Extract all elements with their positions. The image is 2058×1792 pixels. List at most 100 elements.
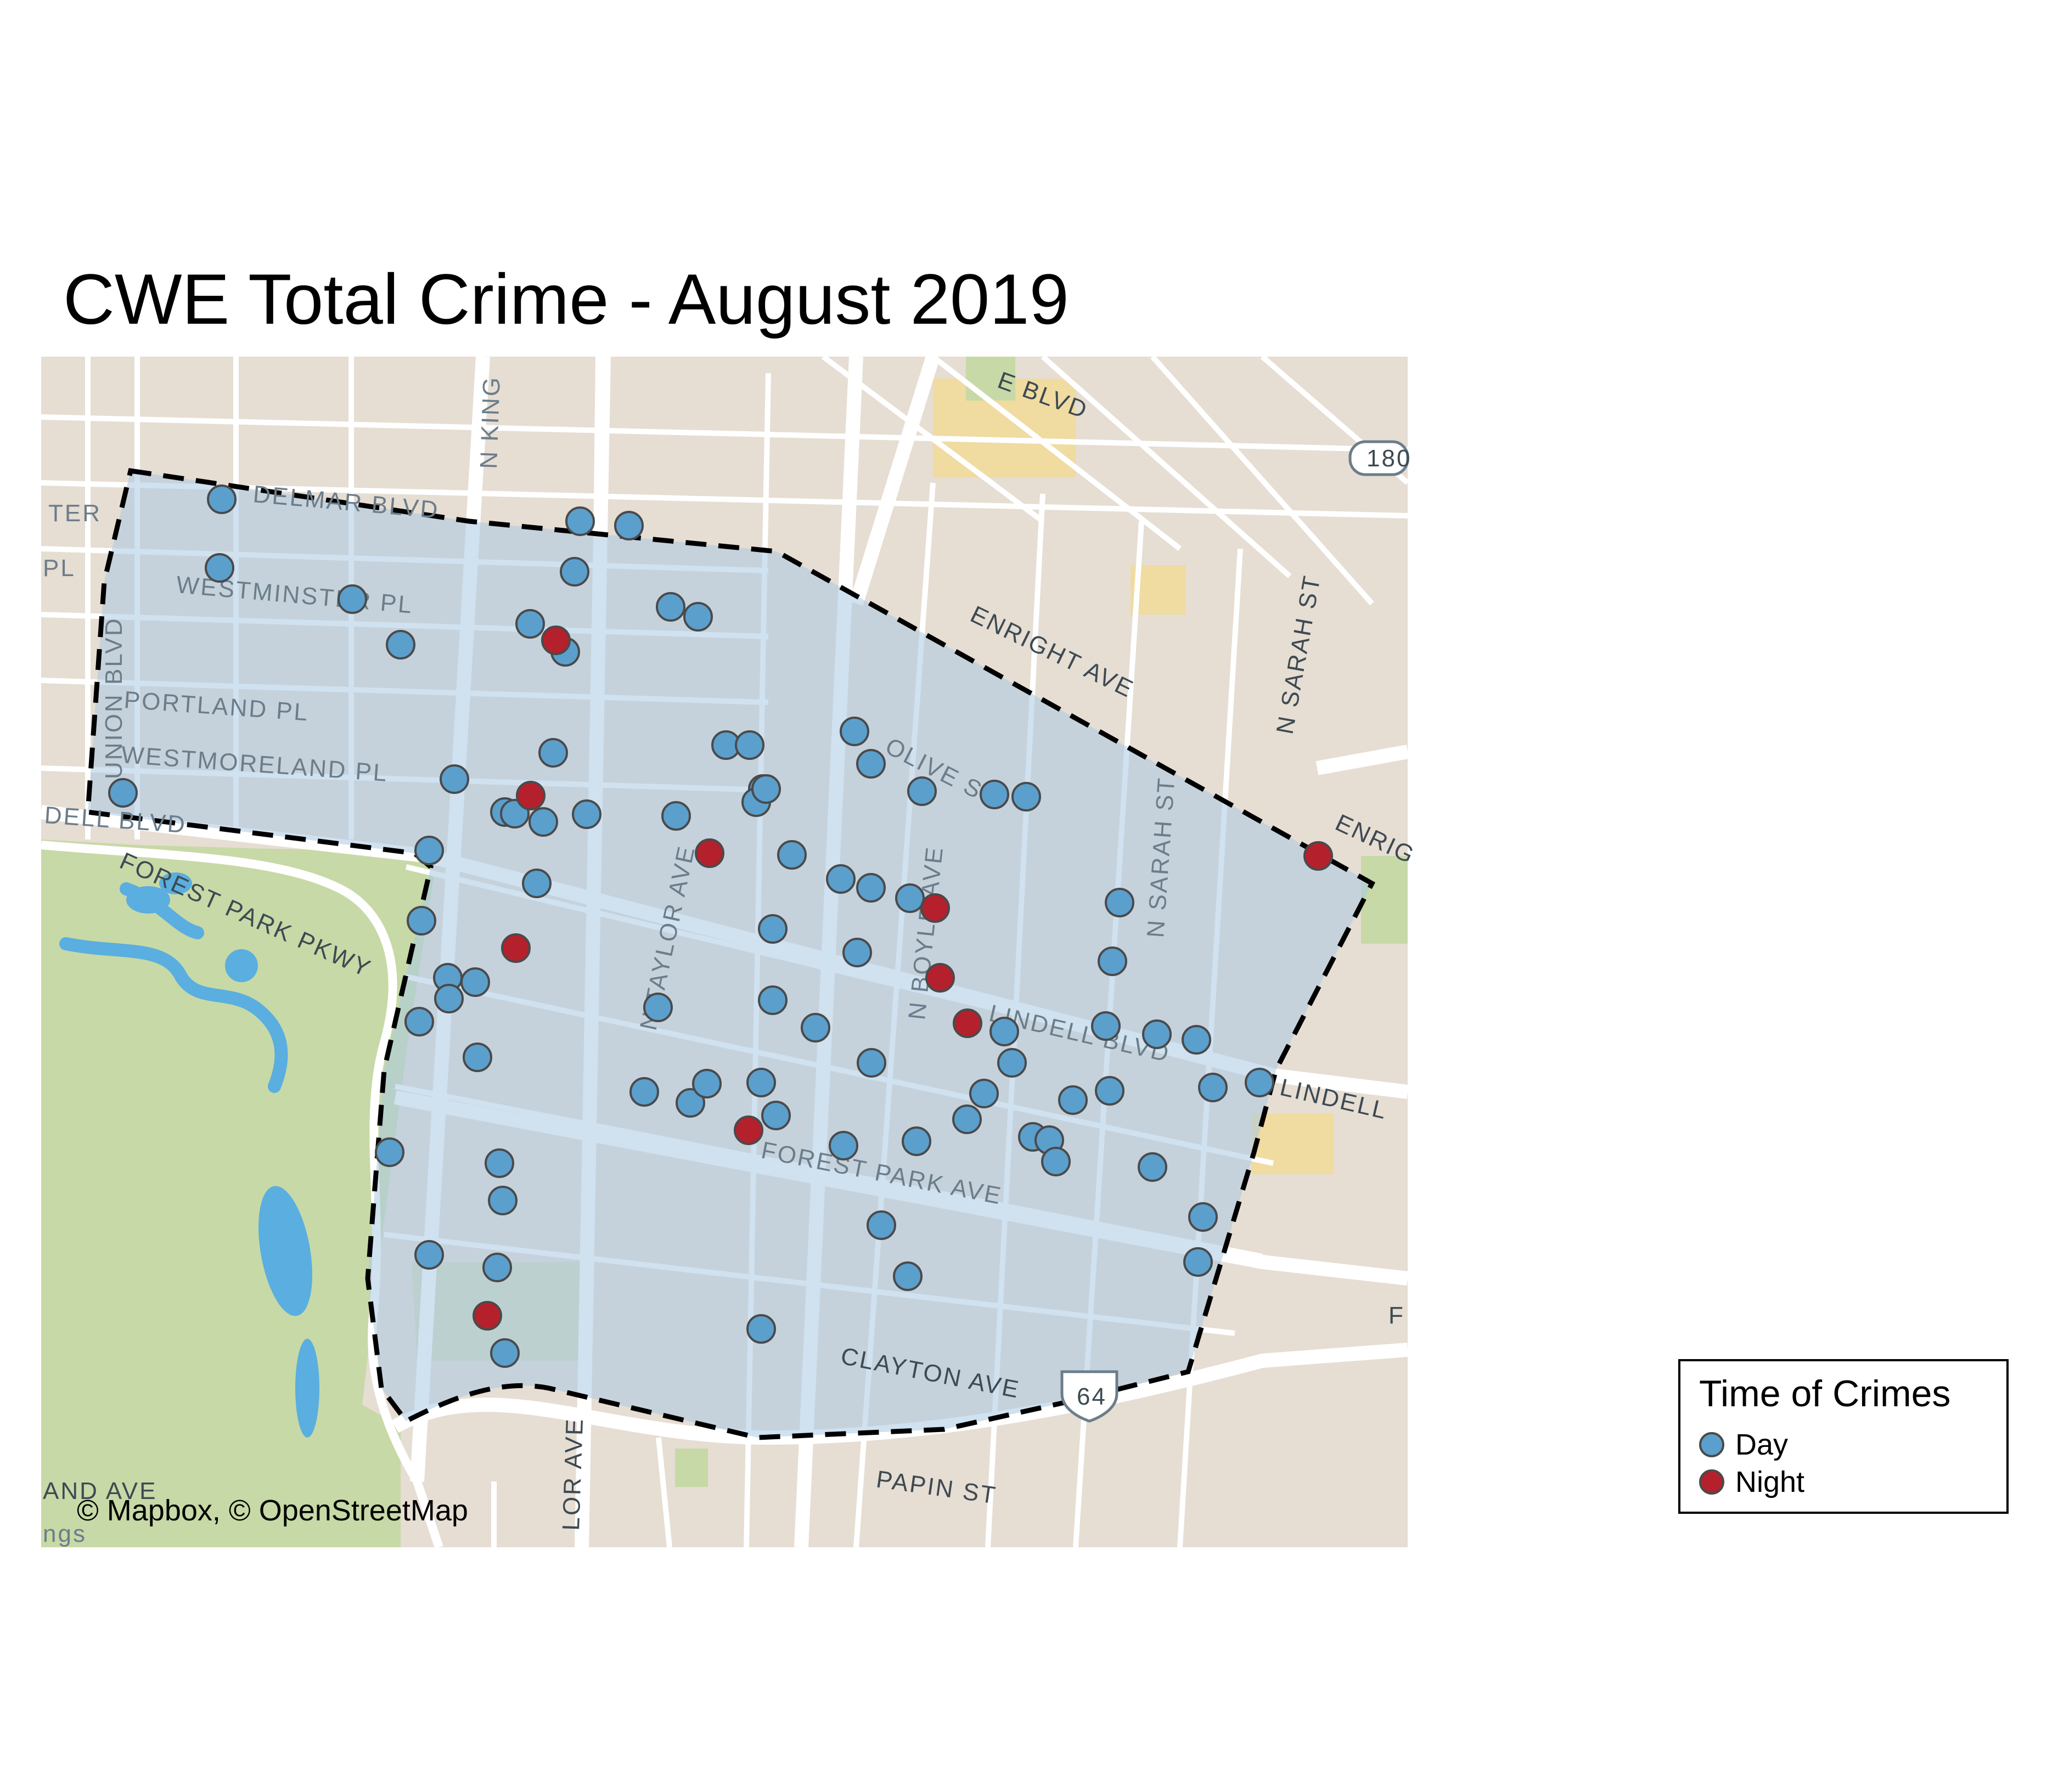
day-crime-marker (826, 864, 856, 894)
day-crime-marker (1058, 1085, 1088, 1115)
day-crime-marker (482, 1253, 512, 1282)
crime-markers (108, 484, 1333, 1368)
day-crime-marker (414, 1240, 444, 1270)
day-crime-marker (676, 1088, 705, 1118)
basemap (41, 357, 1408, 1547)
day-crime-marker (902, 1126, 931, 1156)
park-block (966, 357, 1015, 401)
day-crime-marker (643, 993, 673, 1022)
day-crime-marker (1138, 1152, 1167, 1182)
day-crime-marker (751, 774, 781, 804)
day-crime-marker (490, 1338, 520, 1368)
legend-item-night: Night (1699, 1464, 1804, 1500)
day-crime-marker (867, 1210, 896, 1240)
interstate-number: 64 (1077, 1383, 1107, 1410)
night-crime-marker (925, 963, 955, 993)
day-crime-marker (1245, 1068, 1274, 1097)
day-crime-marker (460, 967, 490, 997)
route-shield (1348, 440, 1409, 476)
day-crime-marker (907, 776, 937, 806)
night-crime-marker (473, 1301, 502, 1331)
night-swatch (1699, 1469, 1724, 1495)
day-crime-marker (207, 484, 237, 514)
water-ponds (126, 872, 319, 1438)
street-label: UNION BLVD (100, 617, 127, 779)
day-crime-marker (338, 584, 367, 614)
cwe-boundary (85, 467, 1375, 1440)
day-crime-marker (108, 778, 138, 808)
day-crime-marker (1011, 782, 1041, 812)
day-crime-marker (1105, 888, 1134, 917)
day-crime-marker (1091, 1011, 1121, 1041)
day-crime-marker (538, 738, 568, 768)
night-crime-marker (734, 1115, 763, 1145)
day-crime-marker (485, 1148, 514, 1178)
legend-item-day: Day (1699, 1427, 1788, 1462)
day-crime-marker (375, 1137, 404, 1167)
day-crime-marker (1098, 946, 1127, 976)
day-crime-marker (758, 914, 788, 944)
day-crime-marker (572, 799, 601, 829)
day-crime-marker (515, 609, 545, 639)
day-crime-marker (488, 1186, 518, 1215)
night-crime-marker (953, 1008, 982, 1038)
day-crime-marker (656, 592, 685, 622)
day-swatch (1699, 1432, 1724, 1457)
day-crime-marker (746, 1068, 776, 1097)
day-crime-marker (761, 1101, 791, 1130)
night-crime-marker (516, 781, 546, 810)
day-crime-marker (463, 1042, 492, 1072)
street-label: ngs (43, 1520, 87, 1547)
day-crime-marker (1183, 1247, 1213, 1277)
day-crime-marker (856, 749, 886, 779)
day-crime-marker (407, 906, 436, 936)
day-crime-marker (758, 985, 788, 1015)
day-crime-marker (829, 1131, 858, 1160)
day-crime-marker (969, 1079, 999, 1108)
day-crime-marker (522, 869, 552, 898)
day-crime-marker (895, 883, 925, 913)
day-crime-marker (777, 840, 807, 870)
day-crime-marker (560, 557, 589, 587)
day-crime-marker (1188, 1202, 1218, 1232)
day-crime-marker (840, 717, 869, 746)
legend: Time of Crimes Day Night (1678, 1359, 2009, 1514)
legend-label-night: Night (1735, 1466, 1805, 1498)
route-number: 180 (1367, 445, 1412, 472)
day-crime-marker (980, 780, 1009, 809)
day-crime-marker (614, 511, 644, 540)
day-crime-marker (735, 730, 764, 760)
night-crime-marker (1303, 841, 1333, 871)
day-crime-marker (692, 1069, 722, 1098)
night-crime-marker (541, 625, 571, 655)
map-attribution: © Mapbox, © OpenStreetMap (77, 1494, 468, 1527)
forest-park (41, 839, 434, 1547)
day-crime-marker (746, 1314, 776, 1344)
day-crime-marker (205, 553, 234, 583)
street-label: F (1388, 1302, 1405, 1329)
night-crime-marker (501, 933, 531, 963)
night-crime-marker (920, 893, 950, 923)
legend-label-day: Day (1735, 1428, 1789, 1461)
day-crime-marker (440, 764, 469, 794)
day-crime-marker (856, 873, 886, 903)
day-crime-marker (842, 938, 872, 967)
day-crime-marker (989, 1017, 1019, 1046)
interstate-shield (1060, 1370, 1118, 1423)
day-crime-marker (801, 1013, 830, 1042)
night-crime-marker (695, 838, 724, 868)
day-crime-marker (1198, 1073, 1228, 1102)
day-crime-marker (857, 1048, 886, 1078)
day-crime-marker (683, 602, 713, 632)
day-crime-marker (952, 1104, 982, 1134)
day-crime-marker (893, 1261, 923, 1291)
day-crime-marker (1142, 1019, 1172, 1049)
day-crime-marker (528, 807, 558, 837)
day-crime-marker (661, 801, 691, 831)
day-crime-marker (414, 836, 444, 865)
day-crime-marker (565, 506, 595, 536)
day-crime-marker (629, 1077, 659, 1107)
day-crime-marker (1041, 1147, 1071, 1176)
day-crime-marker (386, 630, 415, 660)
